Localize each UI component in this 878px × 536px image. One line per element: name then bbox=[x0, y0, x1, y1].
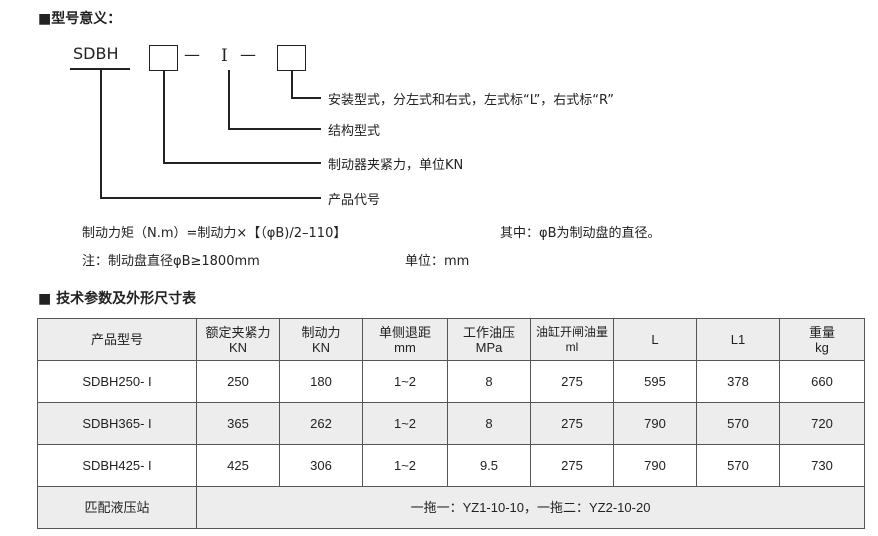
hydraulic-station-value: 一拖一：YZ1-10-10，一拖二：YZ2-10-20 bbox=[196, 486, 865, 529]
table-cell: 275 bbox=[530, 444, 614, 487]
table-cell: 595 bbox=[613, 360, 697, 403]
structure-roman: I bbox=[221, 46, 228, 66]
table-footer-row: 匹配液压站 一拖一：YZ1-10-10，一拖二：YZ2-10-20 bbox=[37, 486, 865, 529]
leader-line-clamp bbox=[163, 71, 165, 163]
model-code: SDBH bbox=[73, 44, 119, 63]
header-cell: 额定夹紧力 KN bbox=[196, 318, 280, 361]
leader-line-structure bbox=[228, 128, 321, 130]
header-label: 重量 bbox=[808, 324, 835, 340]
header-unit: kg bbox=[815, 339, 829, 355]
table-cell: 365 bbox=[196, 402, 280, 445]
leader-line-code bbox=[100, 69, 102, 198]
table-cell: 1~2 bbox=[362, 444, 448, 487]
table-cell: 275 bbox=[530, 360, 614, 403]
header-cell: 产品型号 bbox=[37, 318, 197, 361]
table-cell: 660 bbox=[779, 360, 865, 403]
header-cell: L bbox=[613, 318, 697, 361]
header-cell: 油缸开闸油量 ml bbox=[530, 318, 614, 361]
code-underline bbox=[70, 68, 130, 70]
table-cell: 250 bbox=[196, 360, 280, 403]
label-structure: 结构型式 bbox=[328, 124, 381, 139]
unit-note: 单位：mm bbox=[405, 254, 470, 269]
disc-note: 注：制动盘直径φB≥1800mm bbox=[82, 254, 260, 269]
formula-note: 其中：φB为制动盘的直径。 bbox=[500, 226, 661, 241]
torque-formula: 制动力矩（N.m）=制动力×【（φB)/2–110】 bbox=[82, 226, 347, 241]
header-unit: KN bbox=[311, 339, 331, 355]
leader-line-mount bbox=[291, 71, 293, 98]
table-row: SDBH425- I 425 306 1~2 9.5 275 790 570 730 bbox=[37, 444, 865, 487]
table-cell: 1~2 bbox=[362, 360, 448, 403]
table-cell: 790 bbox=[613, 402, 697, 445]
table-cell: SDBH425- I bbox=[37, 444, 197, 487]
table-cell: 730 bbox=[779, 444, 865, 487]
mount-type-box bbox=[277, 45, 306, 71]
header-label: 油缸开闸油量 bbox=[535, 324, 608, 339]
table-cell: 8 bbox=[447, 402, 531, 445]
table-cell: 8 bbox=[447, 360, 531, 403]
label-clamp-force: 制动器夹紧力，单位KN bbox=[328, 158, 464, 173]
hydraulic-station-label: 匹配液压站 bbox=[37, 486, 197, 529]
header-cell: L1 bbox=[696, 318, 780, 361]
leader-line-mount bbox=[291, 97, 321, 99]
clamp-force-box bbox=[149, 45, 178, 71]
spec-table: 产品型号 额定夹紧力 KN 制动力 KN 单侧退距 mm 工作油压 MPa 油缸开闸油量… bbox=[37, 318, 865, 529]
table-cell: SDBH365- I bbox=[37, 402, 197, 445]
header-cell: 重量 kg bbox=[779, 318, 865, 361]
leader-line-code bbox=[100, 197, 321, 199]
header-label: L1 bbox=[730, 332, 746, 347]
table-cell: 425 bbox=[196, 444, 280, 487]
table-cell: 1~2 bbox=[362, 402, 448, 445]
table-cell: 378 bbox=[696, 360, 780, 403]
table-cell: 720 bbox=[779, 402, 865, 445]
table-cell: 306 bbox=[279, 444, 363, 487]
header-cell: 制动力 KN bbox=[279, 318, 363, 361]
header-label: 额定夹紧力 bbox=[205, 324, 271, 340]
header-cell: 单侧退距 mm bbox=[362, 318, 448, 361]
header-cell: 工作油压 MPa bbox=[447, 318, 531, 361]
table-cell: 570 bbox=[696, 402, 780, 445]
header-label: 单侧退距 bbox=[378, 324, 431, 340]
table-cell: 790 bbox=[613, 444, 697, 487]
section-title-specs: ■ 技术参数及外形尺寸表 bbox=[38, 291, 197, 307]
section-title-model: ■型号意义： bbox=[38, 11, 122, 27]
table-cell: 9.5 bbox=[447, 444, 531, 487]
table-cell: SDBH250- I bbox=[37, 360, 197, 403]
table-cell: 275 bbox=[530, 402, 614, 445]
header-label: 产品型号 bbox=[90, 332, 143, 347]
header-label: 工作油压 bbox=[462, 324, 515, 340]
table-cell: 262 bbox=[279, 402, 363, 445]
table-row: SDBH365- I 365 262 1~2 8 275 790 570 720 bbox=[37, 402, 865, 445]
label-product-code: 产品代号 bbox=[328, 193, 381, 208]
table-header-row: 产品型号 额定夹紧力 KN 制动力 KN 单侧退距 mm 工作油压 MPa 油缸开闸油量… bbox=[37, 318, 865, 361]
table-cell: 570 bbox=[696, 444, 780, 487]
leader-line-clamp bbox=[163, 162, 321, 164]
header-unit: mm bbox=[394, 339, 416, 355]
header-unit: KN bbox=[228, 339, 248, 355]
table-row: SDBH250- I 250 180 1~2 8 275 595 378 660 bbox=[37, 360, 865, 403]
leader-line-structure bbox=[228, 70, 230, 129]
header-label: L bbox=[651, 332, 659, 347]
header-unit: ml bbox=[565, 339, 579, 354]
table-cell: 180 bbox=[279, 360, 363, 403]
dash-2: — bbox=[240, 45, 256, 64]
header-label: 制动力 bbox=[301, 324, 341, 340]
dash-1: — bbox=[184, 45, 200, 64]
label-mount-type: 安装型式，分左式和右式，左式标“L”，右式标“R” bbox=[328, 93, 614, 108]
header-unit: MPa bbox=[475, 339, 503, 355]
